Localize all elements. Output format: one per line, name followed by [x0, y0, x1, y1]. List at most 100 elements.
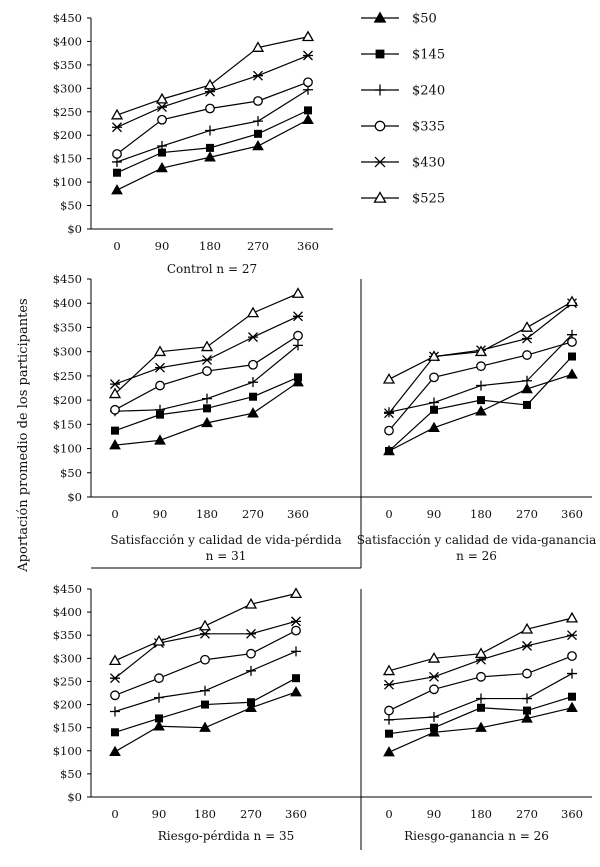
data-point [429, 397, 439, 408]
data-point [302, 113, 314, 124]
data-point [154, 434, 166, 445]
data-point [303, 50, 313, 61]
data-point [153, 345, 167, 357]
data-point [384, 714, 394, 725]
x-tick-label: 0 [385, 807, 392, 821]
x-tick-label: 0 [113, 239, 120, 253]
x-tick-label: 180 [194, 807, 216, 821]
data-point [293, 340, 303, 351]
data-point [294, 373, 302, 382]
data-point [567, 337, 577, 347]
data-point [154, 673, 164, 684]
data-point [384, 679, 394, 690]
data-point [304, 106, 312, 115]
data-point [292, 376, 304, 387]
data-point [202, 366, 212, 376]
data-point [384, 425, 394, 436]
data-point [565, 295, 579, 307]
y-tick-label: $300 [53, 81, 82, 95]
data-point [110, 706, 120, 717]
panel-caption: Riesgo-ganancia n = 26 [404, 829, 549, 843]
x-tick-label: 360 [561, 507, 583, 521]
legend-marker [373, 11, 387, 23]
data-point [155, 92, 169, 104]
data-point [203, 404, 211, 413]
legend-marker [373, 191, 387, 203]
data-point [200, 340, 214, 352]
data-point [245, 701, 257, 713]
x-tick-label: 90 [427, 807, 442, 821]
data-point [476, 361, 486, 372]
data-point [155, 380, 165, 391]
data-point [566, 701, 578, 713]
data-point [474, 647, 488, 659]
data-point [520, 622, 534, 634]
data-point [522, 350, 532, 360]
data-point [476, 693, 486, 704]
panel-caption-n: n = 26 [456, 549, 497, 563]
data-point [200, 685, 210, 696]
y-tick-label: $200 [53, 698, 82, 712]
data-point [155, 362, 165, 373]
data-point [154, 692, 164, 703]
x-tick-label: 90 [153, 507, 168, 521]
data-point [290, 686, 302, 697]
data-point [204, 151, 216, 162]
data-point [205, 125, 215, 136]
data-point [477, 396, 485, 405]
data-point [157, 141, 167, 152]
y-tick-label: $450 [53, 272, 82, 286]
data-point [475, 405, 487, 416]
panel-caption: Control n = 27 [167, 262, 257, 276]
legend-item: $240 [361, 84, 445, 99]
panel-caption: Riesgo-pérdida n = 35 [158, 829, 294, 843]
x-tick-label: 180 [470, 807, 492, 821]
y-tick-label: $200 [53, 128, 82, 142]
legend-label: $145 [412, 48, 445, 63]
data-point [155, 404, 165, 415]
data-point [383, 746, 395, 757]
chart-panel-riesgo-ganancia: 0 90 180 270 360 Riesgo-ganancia n = 26 [360, 589, 592, 843]
x-tick-label: 90 [152, 807, 167, 821]
data-point [521, 712, 533, 723]
data-point [248, 359, 258, 370]
data-point [522, 693, 532, 704]
x-tick-label: 360 [297, 239, 319, 253]
data-point [474, 345, 488, 357]
y-tick-label: $250 [53, 105, 82, 119]
data-point [156, 162, 168, 173]
chart-panel-satisfaccion-ganancia: 0 90 180 270 360 Satisfacción y calidad de vi… [357, 279, 597, 563]
legend-marker [374, 120, 386, 132]
legend: $50 $145 $240 $335 $430 $525 [361, 11, 445, 207]
y-tick-label: $450 [53, 11, 82, 25]
y-tick-label: $0 [67, 790, 82, 804]
data-point [111, 184, 123, 195]
x-tick-label: 360 [285, 807, 307, 821]
data-point [247, 698, 255, 707]
data-point [430, 723, 438, 732]
data-point [384, 408, 394, 419]
series-line [116, 81, 309, 155]
data-point [109, 745, 121, 756]
data-point [477, 703, 485, 712]
y-tick-label: $150 [53, 152, 82, 166]
y-tick-label: $400 [53, 605, 82, 619]
data-point [112, 149, 122, 159]
y-tick-label: $400 [53, 34, 82, 48]
data-point [520, 321, 534, 332]
legend-marker [374, 156, 386, 168]
y-tick-label: $0 [67, 490, 82, 504]
data-point [301, 30, 315, 42]
legend-item: $525 [361, 191, 445, 207]
data-point [291, 646, 301, 657]
data-point [251, 41, 265, 52]
y-tick-label: $150 [53, 417, 82, 431]
data-point [110, 673, 120, 684]
data-point [429, 671, 439, 682]
legend-marker [374, 84, 386, 96]
legend-item: $430 [361, 156, 445, 171]
data-point [157, 102, 167, 113]
data-point [429, 372, 439, 383]
x-tick-label: 360 [287, 507, 309, 521]
panel-caption: Satisfacción y calidad de vida-ganancia [357, 533, 597, 547]
